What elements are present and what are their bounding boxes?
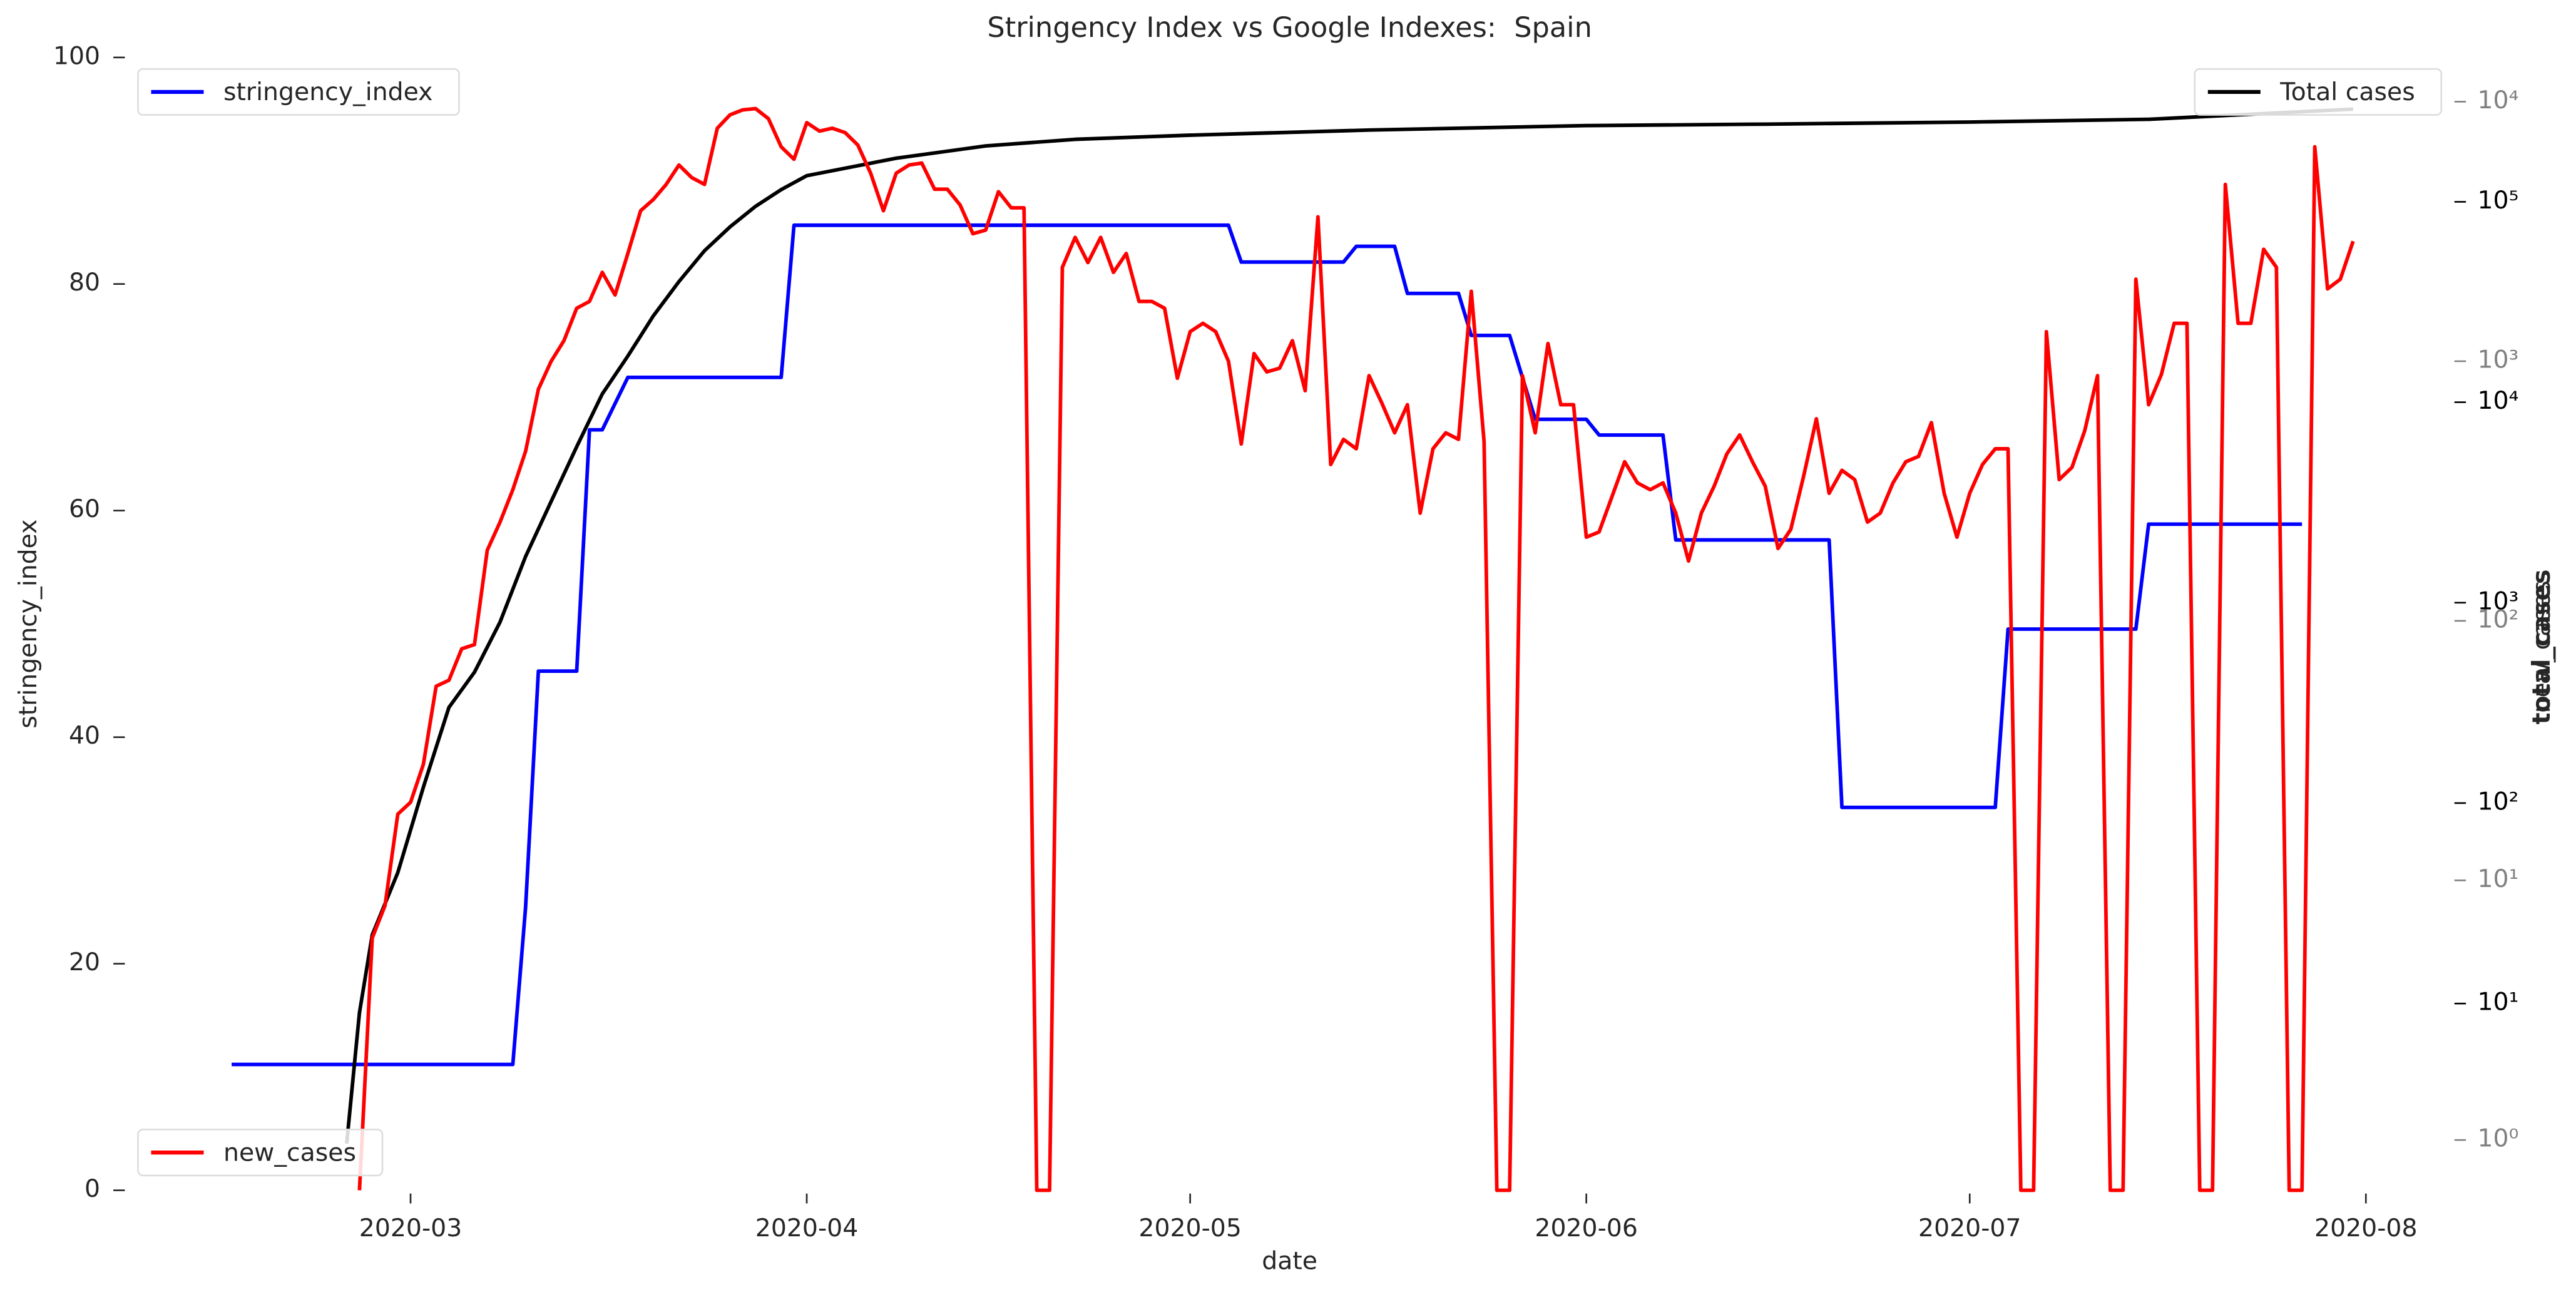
y2-axis-label: total_cases bbox=[2527, 570, 2556, 725]
x-tick-label: 2020-07 bbox=[1918, 1214, 2021, 1243]
x-tick-label: 2020-08 bbox=[2314, 1214, 2417, 1243]
series-line bbox=[232, 223, 2303, 1067]
legend: Total cases bbox=[2194, 68, 2443, 116]
y2-tick-label: 10² bbox=[2478, 787, 2519, 816]
y-tick-label: 80 bbox=[69, 268, 100, 297]
y-tick-label: 40 bbox=[69, 721, 100, 750]
x-axis-label: date bbox=[1262, 1246, 1317, 1275]
legend-box bbox=[137, 68, 460, 116]
legend-label: stringency_index bbox=[223, 78, 432, 106]
y3-tick-label: 10³ bbox=[2478, 346, 2519, 374]
legend-box bbox=[137, 1129, 384, 1177]
legend-label: new_cases bbox=[223, 1138, 356, 1167]
series-line bbox=[357, 106, 2355, 1192]
y-tick-label: 20 bbox=[69, 948, 100, 977]
x-tick-label: 2020-06 bbox=[1535, 1214, 1637, 1243]
y3-tick-label: 10¹ bbox=[2478, 864, 2519, 893]
legend: stringency_index bbox=[137, 68, 460, 116]
series-line bbox=[345, 107, 2354, 1144]
y3-tick-label: 10⁰ bbox=[2478, 1124, 2519, 1153]
legend: new_cases bbox=[137, 1129, 384, 1177]
y2-tick-label: 10³ bbox=[2478, 587, 2519, 615]
x-tick-label: 2020-04 bbox=[755, 1214, 858, 1243]
y2-tick-label: 10⁵ bbox=[2478, 186, 2519, 215]
y3-tick-label: 10⁴ bbox=[2478, 86, 2519, 115]
y2-tick-label: 10⁴ bbox=[2478, 386, 2519, 415]
y-tick-label: 100 bbox=[53, 41, 100, 70]
legend-box bbox=[2194, 68, 2443, 116]
y3-axis-label: new_cases bbox=[2527, 580, 2556, 713]
y-tick-label: 0 bbox=[84, 1174, 100, 1203]
y2-tick-label: 10¹ bbox=[2478, 988, 2519, 1017]
y3-tick-label: 10² bbox=[2478, 605, 2519, 633]
chart-title: Stringency Index vs Google Indexes: Spai… bbox=[987, 11, 1592, 44]
x-tick-label: 2020-05 bbox=[1138, 1214, 1241, 1243]
x-tick-label: 2020-03 bbox=[359, 1214, 462, 1243]
y-tick-label: 60 bbox=[69, 495, 100, 523]
legend-label: Total cases bbox=[2279, 78, 2415, 106]
y-axis-label: stringency_index bbox=[14, 520, 43, 729]
